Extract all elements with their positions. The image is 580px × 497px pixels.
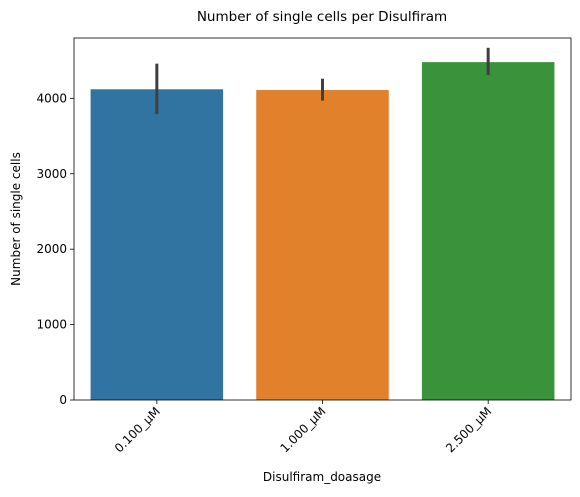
chart-title: Number of single cells per Disulfiram: [197, 9, 447, 25]
y-tick-label-2: 2000: [36, 242, 67, 256]
x-tick-label-1: 1.000_µM: [277, 404, 328, 455]
y-axis: 0 1000 2000 3000 4000: [36, 91, 74, 407]
y-tick-label-3: 3000: [36, 167, 67, 181]
bars-group: [90, 62, 555, 401]
error-bars-group: [155, 47, 490, 115]
bar-1: [256, 90, 389, 400]
y-tick-label-1: 1000: [36, 318, 67, 332]
bar-0: [90, 89, 224, 401]
bar-2: [421, 62, 555, 401]
y-tick-label-0: 0: [59, 393, 67, 407]
y-axis-label: Number of single cells: [9, 152, 23, 286]
y-tick-label-4: 4000: [36, 91, 67, 105]
x-axis-label: Disulfiram_doasage: [263, 470, 381, 484]
x-tick-label-0: 0.100_µM: [112, 404, 163, 455]
x-axis: 0.100_µM 1.000_µM 2.500_µM: [112, 400, 494, 455]
x-tick-label-2: 2.500_µM: [443, 404, 494, 455]
